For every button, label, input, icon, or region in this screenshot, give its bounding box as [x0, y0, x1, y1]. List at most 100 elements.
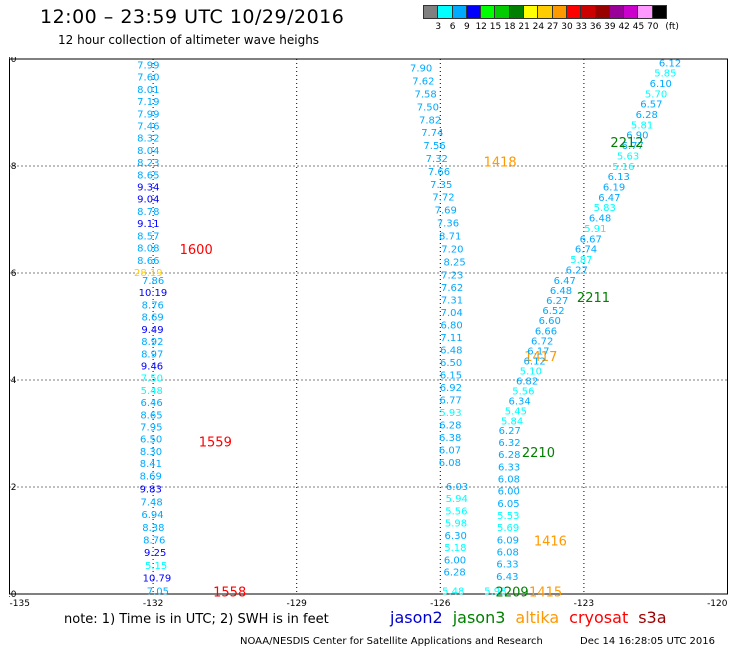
- wave-height-value: 8.71: [439, 231, 461, 242]
- wave-height-value: 6.30: [445, 531, 467, 542]
- wave-height-value: 6.32: [498, 438, 520, 449]
- colorbar-swatch: [423, 5, 439, 19]
- wave-height-value: 6.13: [608, 172, 630, 183]
- wave-height-value: 6.90: [626, 131, 648, 142]
- wave-height-value: 8.41: [140, 459, 162, 470]
- colorbar-tick-label: 33: [575, 22, 588, 32]
- track-time-label: 2211: [577, 291, 610, 306]
- wave-height-value: 6.72: [531, 336, 553, 347]
- wave-height-value: 9.11: [137, 219, 159, 230]
- wave-height-value: 5.48: [141, 386, 163, 397]
- wave-height-value: 7.23: [441, 271, 463, 282]
- wave-height-value: 5.53: [497, 511, 519, 522]
- wave-height-value: 6.77: [622, 141, 644, 152]
- wave-height-value: 6.34: [508, 397, 530, 408]
- track-time-label: 1600: [180, 243, 213, 258]
- colorbar-tick-label: 42: [618, 22, 630, 32]
- wave-height-value: 7.05: [147, 586, 169, 597]
- map-frame: [9, 58, 728, 595]
- footer-timestamp: Dec 14 16:28:05 UTC 2016: [580, 636, 715, 647]
- wave-height-value: 7.32: [426, 154, 448, 165]
- wave-height-value: 5.83: [594, 203, 616, 214]
- colorbar-swatch: [565, 5, 582, 19]
- wave-height-value: 8.78: [137, 207, 159, 218]
- wave-height-value: 6.80: [440, 321, 462, 332]
- colorbar-tick-label: 36: [589, 22, 602, 32]
- wave-height-value: 6.50: [140, 435, 162, 446]
- wave-height-value: 6.12: [659, 58, 681, 69]
- colorbar-tick-label: 12: [475, 22, 487, 32]
- colorbar-unit-label: (ft): [665, 22, 679, 32]
- wave-height-value: 6.66: [535, 326, 557, 337]
- colorbar-swatch: [508, 5, 525, 19]
- wave-height-value: 6.28: [636, 110, 658, 121]
- wave-height-value: 5.56: [512, 387, 534, 398]
- track-time-label: 2212: [610, 136, 643, 151]
- wave-height-value: 7.56: [423, 141, 445, 152]
- colorbar-swatch: [523, 5, 539, 19]
- wave-height-value: 6.27: [566, 265, 588, 276]
- wave-height-value: 5.45: [505, 407, 527, 418]
- wave-height-value: 6.07: [439, 445, 461, 456]
- colorbar-tick-label: 15: [489, 22, 502, 32]
- wave-height-value: 7.04: [441, 308, 463, 319]
- wave-height-value: 7.50: [141, 374, 163, 385]
- latitude-tick-label: 14: [9, 376, 17, 386]
- wave-height-value: 6.74: [575, 245, 597, 256]
- wave-height-value: 8.01: [137, 85, 159, 96]
- wave-height-value: 9.49: [141, 325, 163, 336]
- map-subtitle: 12 hour collection of altimeter wave hei…: [58, 33, 320, 47]
- longitude-tick-label: -132: [143, 599, 163, 609]
- track-time-label: 1558: [213, 585, 246, 600]
- wave-height-value: 6.00: [498, 487, 520, 498]
- latitude-tick-label: 10: [9, 590, 17, 600]
- colorbar-swatch: [608, 5, 625, 19]
- satellite-legend-jason2: jason2: [390, 608, 443, 627]
- wave-height-value: 7.99: [137, 60, 159, 71]
- altimeter-track-map: -135-132-129-126-123-1201012141618207.99…: [9, 57, 728, 609]
- colorbar-swatches: [423, 5, 668, 19]
- wave-height-value: 7.58: [414, 89, 436, 100]
- wave-height-value: 6.48: [589, 214, 611, 225]
- wave-height-value: 6.15: [440, 371, 462, 382]
- wave-height-value: 5.69: [497, 523, 519, 534]
- wave-height-value: 8.30: [140, 447, 162, 458]
- colorbar-swatch: [451, 5, 467, 19]
- wave-height-value: 7.60: [137, 73, 159, 84]
- wave-height-value: 5.48: [442, 586, 464, 597]
- latitude-tick-label: 20: [9, 57, 17, 65]
- wave-height-value: 6.08: [498, 475, 520, 486]
- colorbar-tick-label: 70: [647, 22, 659, 32]
- wave-height-value: 8.08: [137, 244, 159, 255]
- wave-height-value: 6.43: [496, 572, 518, 583]
- wave-height-value: 6.77: [440, 396, 462, 407]
- wave-height-value: 6.33: [496, 560, 518, 571]
- satellite-legend-cryosat: cryosat: [569, 608, 629, 627]
- wave-height-value: 5.87: [570, 255, 592, 266]
- track-time-label: 2210: [522, 446, 555, 461]
- wave-height-value: 8.69: [140, 471, 162, 482]
- wave-height-value: 6.47: [598, 193, 620, 204]
- wave-height-value: 7.48: [140, 497, 162, 508]
- colorbar-tick-label: 21: [518, 22, 530, 32]
- latitude-tick-label: 12: [9, 483, 16, 493]
- wave-height-value: 8.57: [137, 231, 159, 242]
- wave-height-value: 10.19: [139, 288, 168, 299]
- wave-height-value: 5.63: [617, 151, 639, 162]
- wave-height-value: 6.38: [439, 433, 461, 444]
- wave-height-value: 7.19: [137, 97, 159, 108]
- colorbar-tick-label: 6: [449, 22, 456, 32]
- wave-height-value: 5.94: [446, 494, 468, 505]
- wave-height-value: 8.66: [137, 256, 159, 267]
- wave-height-value: 6.48: [440, 346, 462, 357]
- wave-height-value: 7.62: [441, 283, 463, 294]
- wave-height-value: 8.97: [141, 349, 163, 360]
- wave-height-value: 7.11: [440, 333, 462, 344]
- wave-height-value: 7.20: [441, 244, 463, 255]
- track-time-label: 1415: [529, 585, 562, 600]
- wave-height-value: 6.08: [439, 458, 461, 469]
- wave-height-value: 6.19: [603, 183, 625, 194]
- track-time-label: 1559: [199, 436, 232, 451]
- wave-height-value: 7.99: [137, 109, 159, 120]
- wave-height-value: 5.16: [612, 162, 634, 173]
